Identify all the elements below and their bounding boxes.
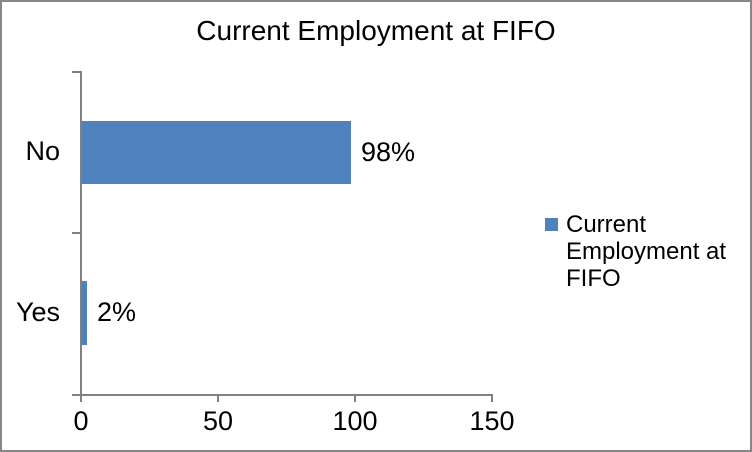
x-axis-tick-150 xyxy=(491,394,493,402)
x-axis-tick-50 xyxy=(217,394,219,402)
data-label-yes: 2% xyxy=(97,297,137,327)
legend-marker-square-icon xyxy=(545,218,558,231)
x-tick-label-50: 50 xyxy=(202,406,234,436)
y-axis-tick-top xyxy=(72,71,81,73)
legend-label-line-3: FIFO xyxy=(566,265,621,292)
x-tick-label-150: 150 xyxy=(469,406,515,436)
y-axis-tick-middle xyxy=(72,232,81,234)
y-axis-line xyxy=(80,71,82,396)
category-label-yes: Yes xyxy=(15,297,60,327)
bar-no[interactable] xyxy=(82,121,351,184)
legend-label: Current Employment at FIFO xyxy=(566,211,744,292)
category-label-no: No xyxy=(25,136,60,166)
x-tick-label-0: 0 xyxy=(73,406,89,436)
legend-label-line-2: Employment at xyxy=(566,238,727,265)
x-tick-label-100: 100 xyxy=(332,406,378,436)
chart-title: Current Employment at FIFO xyxy=(196,15,556,46)
legend-label-line-1: Current xyxy=(566,211,647,238)
x-axis-tick-0 xyxy=(80,394,82,402)
legend[interactable]: Current Employment at FIFO xyxy=(545,211,744,292)
data-label-no: 98% xyxy=(361,137,416,167)
bar-yes[interactable] xyxy=(82,281,87,345)
x-axis-tick-100 xyxy=(354,394,356,402)
x-axis-line xyxy=(72,394,493,396)
